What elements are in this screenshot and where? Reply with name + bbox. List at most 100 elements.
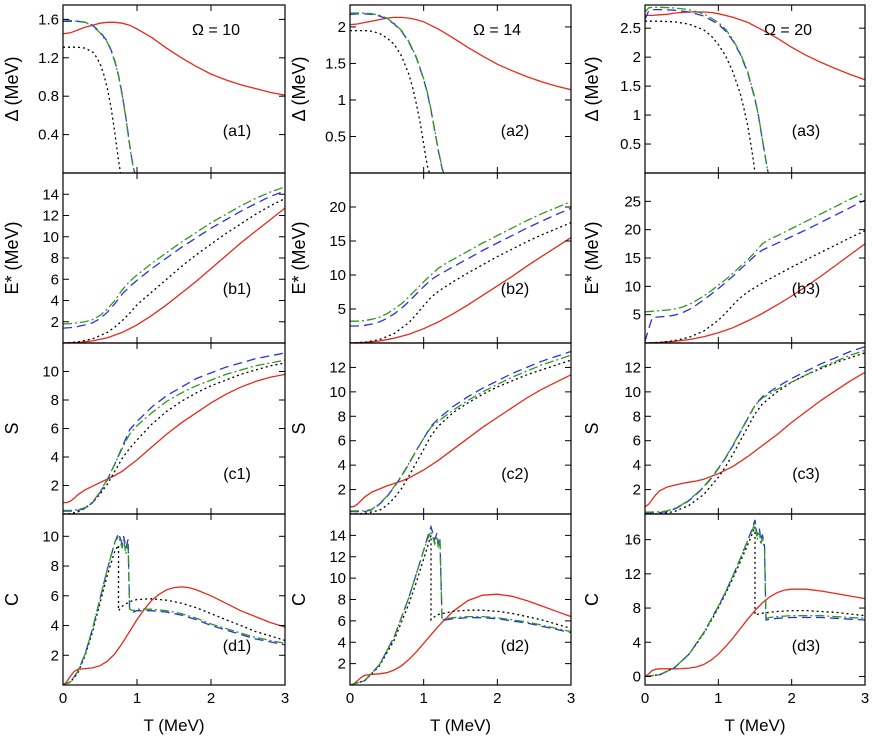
y-tick-label: 8 — [338, 408, 346, 425]
series-line-2 — [645, 526, 865, 678]
series-line-4 — [645, 349, 865, 513]
series-line-2 — [350, 222, 571, 343]
y-tick-label: 0 — [633, 668, 641, 685]
series-line-3 — [63, 531, 285, 685]
series-line-1 — [350, 593, 571, 685]
y-tick-label: 20 — [329, 199, 346, 216]
y-tick-label: 1 — [338, 92, 346, 109]
panel-label: (a3) — [792, 123, 820, 140]
series-line-1 — [645, 588, 865, 678]
y-tick-label: 2 — [51, 647, 59, 664]
x-tick-label: 1 — [419, 690, 427, 707]
y-tick-label: 6 — [51, 421, 59, 438]
y-axis-label: E* (MeV) — [289, 221, 309, 294]
series-line-3 — [645, 8, 769, 173]
y-tick-label: 12 — [624, 566, 641, 583]
y-tick-label: 4 — [338, 634, 346, 651]
y-axis-label: Δ (MeV) — [582, 56, 602, 121]
y-axis-label: S — [289, 422, 309, 434]
series-line-3 — [350, 13, 445, 173]
x-tick-label: 3 — [281, 690, 289, 707]
panel-label: (d3) — [792, 638, 820, 655]
y-tick-label: 6 — [338, 613, 346, 630]
panel-label: (d2) — [501, 638, 529, 655]
panel-label: (b3) — [792, 281, 820, 298]
panel-b3: 5 10 15 20 25 (b3) — [624, 172, 866, 344]
y-tick-label: 10 — [624, 384, 641, 401]
series-line-1 — [63, 373, 285, 504]
series-line-4 — [350, 354, 571, 512]
series-line-1 — [63, 207, 285, 343]
series-line-4 — [645, 6, 769, 173]
series-line-2 — [645, 230, 865, 343]
y-axis-label: E* (MeV) — [2, 221, 22, 294]
y-tick-label: 2 — [633, 49, 641, 66]
y-tick-label: 8 — [633, 600, 641, 617]
x-tick-label: 1 — [714, 690, 722, 707]
series-line-2 — [63, 197, 285, 343]
y-tick-label: 0.5 — [325, 128, 346, 145]
y-tick-label: 2 — [338, 482, 346, 499]
y-tick-label: 2 — [51, 314, 59, 331]
series-line-1 — [350, 237, 571, 343]
y-tick-label: 2 — [338, 19, 346, 36]
series-line-2 — [63, 362, 285, 514]
y-axis-label: C — [289, 593, 309, 606]
series-line-3 — [63, 20, 136, 173]
series-line-4 — [645, 522, 865, 678]
omega-label: Ω = 14 — [473, 22, 521, 39]
series-line-3 — [645, 519, 865, 678]
x-axis-label: T (MeV) — [724, 716, 785, 735]
y-tick-label: 10 — [624, 278, 641, 295]
panel-label: (b2) — [501, 281, 529, 298]
y-tick-label: 5 — [338, 301, 346, 318]
y-tick-label: 14 — [42, 186, 59, 203]
series-line-4 — [63, 186, 285, 325]
y-tick-label: 1.5 — [325, 55, 346, 72]
series-line-4 — [63, 359, 285, 512]
series-line-3 — [350, 207, 571, 327]
x-tick-label: 3 — [861, 690, 869, 707]
panel-frame — [644, 513, 866, 686]
y-tick-label: 6 — [633, 433, 641, 450]
y-tick-label: 2 — [338, 656, 346, 673]
y-axis-label: S — [582, 422, 602, 434]
y-tick-label: 8 — [338, 592, 346, 609]
y-axis-label: Δ (MeV) — [289, 56, 309, 121]
series-line-3 — [645, 346, 865, 514]
panel-label: (b1) — [223, 281, 251, 298]
y-tick-label: 12 — [329, 549, 346, 566]
x-tick-label: 3 — [567, 690, 575, 707]
y-tick-label: 20 — [624, 222, 641, 239]
series-line-3 — [63, 190, 285, 329]
panel-frame — [349, 4, 572, 174]
series-line-4 — [63, 534, 285, 685]
y-tick-label: 6 — [51, 588, 59, 605]
series-line-2 — [645, 352, 865, 514]
y-axis-label: C — [582, 593, 602, 606]
y-tick-label: 4 — [51, 618, 59, 635]
y-tick-label: 25 — [624, 193, 641, 210]
panel-label: (c1) — [223, 466, 251, 483]
y-tick-label: 1.6 — [38, 11, 59, 28]
y-axis-label: Δ (MeV) — [2, 56, 22, 121]
y-tick-label: 10 — [329, 267, 346, 284]
series-line-2 — [645, 20, 756, 173]
y-tick-label: 4 — [51, 449, 59, 466]
panel-a3: 0.5 1 1.5 2 2.5 (a3) — [620, 4, 866, 174]
panel-b1: 2 4 6 8 10 12 14 (b1) — [42, 172, 286, 344]
y-tick-label: 6 — [338, 433, 346, 450]
y-tick-label: 4 — [633, 634, 641, 651]
y-tick-label: 2 — [51, 478, 59, 495]
x-tick-label: 0 — [346, 690, 354, 707]
x-axis-label: T (MeV) — [143, 716, 204, 735]
x-tick-label: 1 — [133, 690, 141, 707]
series-line-1 — [645, 371, 865, 508]
y-axis-label: S — [2, 422, 22, 434]
x-axis-label: T (MeV) — [430, 716, 491, 735]
y-tick-label: 1.2 — [38, 50, 59, 67]
series-line-1 — [645, 243, 865, 343]
